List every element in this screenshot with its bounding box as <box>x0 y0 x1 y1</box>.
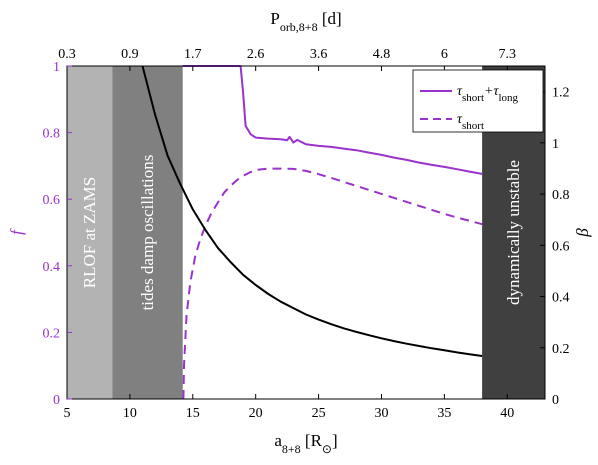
axis-ticks: 50.3100.9151.7202.6253.6304.8356407.300.… <box>43 47 570 421</box>
legend-box <box>412 69 544 133</box>
legend-entry-total: τshort+τlong <box>457 84 519 104</box>
x-bottom-tick-label-1: 10 <box>123 406 137 421</box>
x-bottom-tick-label-2: 15 <box>186 406 200 421</box>
x-top-tick-label-5: 4.8 <box>373 47 391 62</box>
y-right-tick-label-2: 0.4 <box>552 291 570 306</box>
x-top-tick-label-7: 7.3 <box>499 47 517 62</box>
region-label-2: dynamically unstable <box>504 160 523 305</box>
x-bottom-tick-label-7: 40 <box>500 406 514 421</box>
x-top-tick-label-3: 2.6 <box>247 47 265 62</box>
y-axis-label-left: f <box>7 228 26 235</box>
y-right-tick-label-0: 0 <box>552 393 559 408</box>
legend: τshort+τlong τshort <box>412 69 544 133</box>
x-top-tick-label-4: 3.6 <box>310 47 328 62</box>
x-bottom-tick-label-6: 35 <box>437 406 451 421</box>
x-bottom-tick-label-0: 5 <box>64 406 71 421</box>
x-axis-label-top: Porb,8+8 [d] <box>270 9 341 34</box>
y-left-tick-label-2: 0.4 <box>43 260 61 275</box>
x-top-tick-label-6: 6 <box>441 47 448 62</box>
x-top-tick-label-2: 1.7 <box>184 47 202 62</box>
series-line-2 <box>141 65 483 357</box>
x-bottom-tick-label-5: 30 <box>374 406 388 421</box>
shaded-region-0 <box>67 66 113 399</box>
x-top-tick-label-1: 0.9 <box>121 47 139 62</box>
y-left-tick-label-5: 1 <box>53 60 60 75</box>
y-right-tick-label-4: 0.8 <box>552 188 570 203</box>
shaded-region-1 <box>112 66 183 399</box>
y-right-tick-label-3: 0.6 <box>552 239 570 254</box>
y-left-tick-label-4: 0.8 <box>43 127 61 142</box>
y-left-tick-label-0: 0 <box>53 393 60 408</box>
region-label-1: tides damp oscillations <box>138 155 157 311</box>
x-bottom-tick-label-4: 25 <box>312 406 326 421</box>
y-left-tick-label-1: 0.2 <box>43 326 61 341</box>
y-right-tick-label-5: 1 <box>552 137 559 152</box>
x-axis-label-bottom: a8+8 [R⊙] <box>274 431 337 456</box>
shaded-regions: RLOF at ZAMS tides damp oscillations dynam… <box>67 66 545 399</box>
x-bottom-tick-label-3: 20 <box>249 406 263 421</box>
plot-frame <box>66 65 546 400</box>
region-label-0: RLOF at ZAMS <box>80 177 99 288</box>
legend-entry-short: τshort <box>457 112 484 132</box>
y-right-tick-label-6: 1.2 <box>552 86 570 101</box>
x-top-tick-label-0: 0.3 <box>58 47 76 62</box>
y-left-tick-label-3: 0.6 <box>43 193 61 208</box>
y-axis-label-right: β <box>573 228 592 238</box>
series-line-1 <box>182 167 483 400</box>
y-right-tick-label-1: 0.2 <box>552 342 570 357</box>
